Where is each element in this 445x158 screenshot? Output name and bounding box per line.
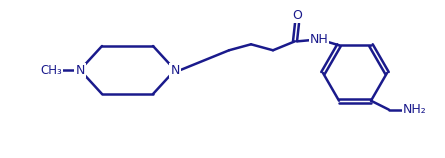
Text: NH₂: NH₂ [403,103,427,116]
Text: NH: NH [310,33,328,46]
Text: N: N [75,64,85,76]
Text: N: N [170,64,180,76]
Text: CH₃: CH₃ [40,64,62,76]
Text: O: O [292,9,302,22]
